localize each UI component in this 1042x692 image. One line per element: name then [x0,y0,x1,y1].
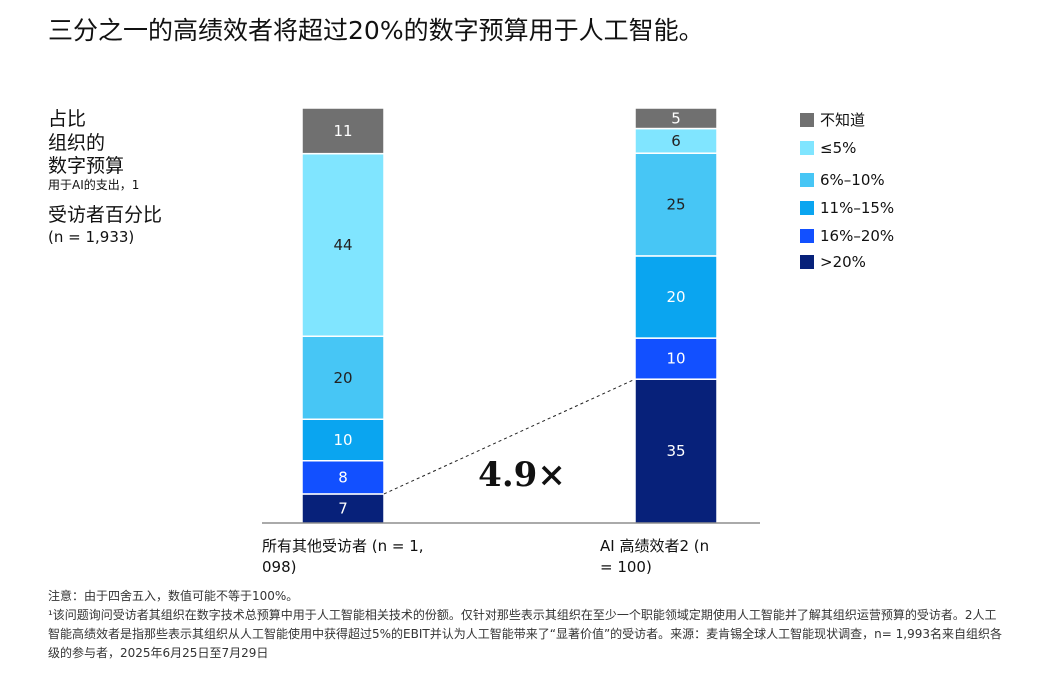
category-label-line: AI 高绩效者2 (n [600,537,710,555]
category-label-ai-high-performers: AI 高绩效者2 (n = 100) [600,536,730,578]
ylabel-line-2: 组织的 [48,132,106,154]
category-label-all-others: 所有其他受访者 (n = 1, 098) [262,536,442,578]
legend-swatch [800,173,814,187]
legend-swatch [800,141,814,155]
legend-swatch [800,201,814,215]
bar-value-label: 7 [338,499,348,517]
bar-value-label: 6 [671,132,681,150]
bar-value-label: 20 [666,288,685,306]
ylabel-line-5: 受访者百分比 [48,204,163,226]
bar-value-label: 10 [666,350,685,368]
bar-value-label: 10 [333,431,352,449]
legend-label: 6%–10% [820,171,885,189]
bar-segment [301,335,385,420]
legend-label: >20% [820,253,866,271]
bar-value-label: 35 [666,442,685,460]
category-label-line: 所有其他受访者 (n = 1, [262,537,424,555]
legend-swatch [800,255,814,269]
legend-label: ≤5% [820,139,857,157]
chart-title: 三分之一的高绩效者将超过20%的数字预算用于人工智能。 [48,16,704,45]
bar-segment [634,255,718,339]
bar-segment [301,107,385,155]
footnote-source: ¹该问题询问受访者其组织在数字技术总预算中用于人工智能相关技术的份额。仅针对那些… [48,608,1002,660]
ylabel-line-3: 数字预算 [48,155,125,177]
bar-value-label: 20 [333,369,352,387]
bar-value-label: 8 [338,468,348,486]
category-label-line: = 100) [600,558,652,576]
ylabel-line-1: 占比 [48,108,87,130]
multiplier-annotation: 4.9× [478,455,566,495]
bar-value-label: 25 [666,196,685,214]
legend-label: 16%–20% [820,227,895,245]
legend-swatch [800,113,814,127]
bar-value-label: 5 [671,109,681,127]
legend-swatch [800,229,814,243]
legend-label: 不知道 [820,111,866,129]
bar-segment [634,107,718,130]
ylabel-line-6: (n = 1,933) [48,228,135,246]
bar-value-label: 11 [333,122,352,140]
category-label-line: 098) [262,558,297,576]
note-rounding: 注意：由于四舍五入，数值可能不等于100%。 [48,589,299,603]
legend-label: 11%–15% [820,199,895,217]
comparison-connector-line [383,378,636,495]
ylabel-line-4: 用于AI的支出，1 [48,178,140,192]
footnotes: 注意：由于四舍五入，数值可能不等于100%。 ¹该问题询问受访者其组织在数字技术… [48,587,1008,663]
bar-segment [301,493,385,524]
bar-segment [301,152,385,337]
bar-segment [634,127,718,154]
bar-value-label: 44 [333,236,352,254]
